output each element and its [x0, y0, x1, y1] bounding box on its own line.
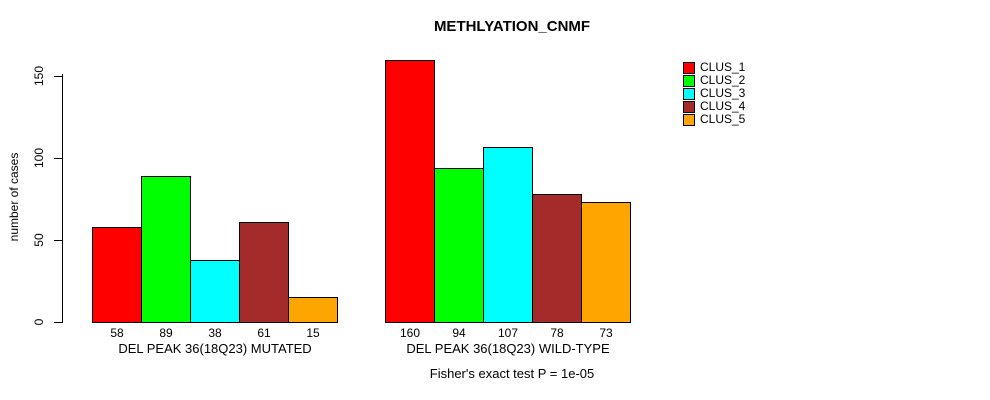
- y-axis-tick-label: 100: [32, 147, 46, 169]
- bar-clus_2-group2: [434, 168, 484, 323]
- legend: CLUS_1 CLUS_2 CLUS_3 CLUS_4 CLUS_5: [683, 61, 745, 126]
- legend-item-clus_1: CLUS_1: [683, 61, 745, 74]
- bar-value-label: 89: [159, 326, 173, 340]
- y-axis-tick: [54, 322, 62, 323]
- bar-value-label: 94: [452, 326, 466, 340]
- bar-value-label: 38: [208, 326, 222, 340]
- legend-item-clus_3: CLUS_3: [683, 87, 745, 100]
- group-label-mutated: DEL PEAK 36(18Q23) MUTATED: [118, 341, 312, 356]
- legend-swatch: [683, 100, 695, 113]
- legend-swatch: [683, 87, 695, 100]
- bar-value-label: 58: [110, 326, 124, 340]
- group-label-wild-type: DEL PEAK 36(18Q23) WILD-TYPE: [406, 341, 610, 356]
- legend-item-clus_5: CLUS_5: [683, 113, 745, 126]
- y-axis-tick: [54, 158, 62, 159]
- annotation-fishers-test: Fisher's exact test P = 1e-05: [429, 366, 595, 381]
- bar-clus_5-group1: [288, 297, 338, 323]
- legend-label: CLUS_3: [700, 86, 746, 100]
- bar-clus_4-group1: [239, 222, 289, 323]
- legend-label: CLUS_4: [700, 99, 746, 113]
- bar-value-label: 61: [257, 326, 271, 340]
- y-axis-tick-label: 50: [32, 233, 46, 247]
- bar-value-label: 78: [550, 326, 564, 340]
- bar-clus_2-group1: [141, 176, 191, 323]
- bar-value-label: 107: [497, 326, 519, 340]
- legend-swatch: [683, 113, 695, 126]
- legend-swatch: [683, 74, 695, 87]
- y-axis-tick-label: 0: [32, 318, 46, 326]
- legend-swatch: [683, 61, 695, 74]
- y-axis-title: number of cases: [7, 152, 21, 242]
- bar-clus_3-group1: [190, 260, 240, 323]
- bar-clus_1-group1: [92, 227, 142, 323]
- bar-clus_3-group2: [483, 147, 533, 323]
- bar-value-label: 160: [399, 326, 421, 340]
- legend-item-clus_4: CLUS_4: [683, 100, 745, 113]
- legend-label: CLUS_1: [700, 60, 746, 74]
- y-axis-tick: [54, 76, 62, 77]
- y-axis-tick-label: 150: [32, 65, 46, 87]
- legend-label: CLUS_2: [700, 73, 746, 87]
- legend-item-clus_2: CLUS_2: [683, 74, 745, 87]
- bar-clus_4-group2: [532, 194, 582, 323]
- legend-label: CLUS_5: [700, 112, 746, 126]
- y-axis-tick: [54, 240, 62, 241]
- y-axis-line: [62, 74, 63, 323]
- chart-title: METHLYATION_CNMF: [433, 18, 591, 35]
- bar-value-label: 15: [306, 326, 320, 340]
- bar-clus_1-group2: [385, 60, 435, 323]
- bar-value-label: 73: [599, 326, 613, 340]
- bar-clus_5-group2: [581, 202, 631, 323]
